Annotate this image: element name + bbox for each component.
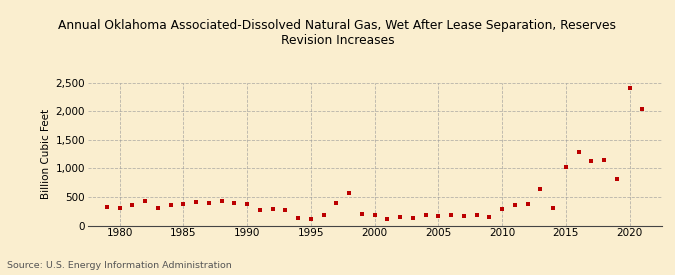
Point: [637, 107, 648, 111]
Y-axis label: Billion Cubic Feet: Billion Cubic Feet: [41, 109, 51, 199]
Point: [433, 214, 443, 219]
Point: [408, 216, 418, 220]
Point: [484, 214, 495, 219]
Point: [446, 213, 456, 218]
Point: [280, 208, 291, 212]
Point: [586, 159, 597, 164]
Point: [458, 214, 469, 218]
Point: [395, 214, 406, 219]
Point: [547, 206, 558, 210]
Point: [165, 203, 176, 208]
Point: [599, 158, 610, 162]
Point: [101, 205, 112, 209]
Point: [153, 206, 163, 210]
Point: [344, 191, 354, 196]
Point: [178, 202, 189, 206]
Point: [382, 216, 393, 221]
Point: [140, 199, 151, 203]
Point: [306, 217, 317, 222]
Text: Annual Oklahoma Associated-Dissolved Natural Gas, Wet After Lease Separation, Re: Annual Oklahoma Associated-Dissolved Nat…: [59, 19, 616, 47]
Point: [535, 187, 546, 191]
Point: [522, 202, 533, 206]
Point: [229, 201, 240, 205]
Point: [293, 216, 304, 220]
Point: [369, 213, 380, 218]
Point: [624, 86, 635, 90]
Point: [242, 202, 252, 207]
Point: [573, 150, 584, 155]
Point: [497, 207, 508, 212]
Point: [421, 213, 431, 218]
Point: [510, 203, 520, 208]
Point: [203, 200, 214, 205]
Point: [331, 201, 342, 205]
Point: [254, 208, 265, 212]
Point: [191, 200, 202, 204]
Point: [612, 176, 622, 181]
Point: [356, 211, 367, 216]
Point: [127, 203, 138, 207]
Point: [471, 213, 482, 217]
Point: [114, 206, 125, 210]
Point: [216, 199, 227, 204]
Text: Source: U.S. Energy Information Administration: Source: U.S. Energy Information Administ…: [7, 260, 232, 270]
Point: [267, 207, 278, 212]
Point: [318, 213, 329, 218]
Point: [560, 164, 571, 169]
